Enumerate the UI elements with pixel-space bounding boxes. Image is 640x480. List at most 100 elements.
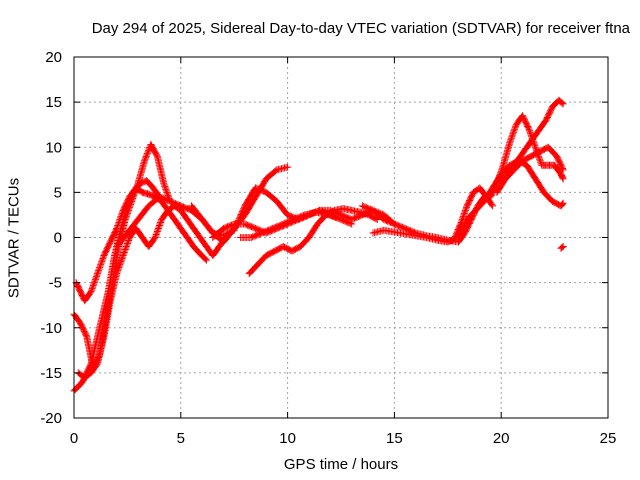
data-point <box>119 235 133 259</box>
data-point <box>113 208 127 232</box>
data-point <box>81 289 94 305</box>
data-point <box>510 158 525 174</box>
data-point <box>94 253 107 278</box>
data-point <box>183 215 197 231</box>
data-point <box>337 215 354 227</box>
tick-layer: 0 5 10 15 20 25 -20 -15 -10 -5 0 5 10 15 20 <box>40 49 616 447</box>
series-arc3 <box>72 184 210 305</box>
data-point <box>166 197 183 209</box>
y-tick-label: -10 <box>40 320 62 337</box>
data-point <box>296 235 312 250</box>
data-point <box>510 154 523 169</box>
x-tick-label: 5 <box>177 430 185 447</box>
data-point <box>373 215 381 223</box>
data-point <box>455 230 468 246</box>
data-point <box>506 122 520 147</box>
data-point <box>241 185 259 210</box>
data-point <box>190 225 203 240</box>
series-arc9 <box>237 208 341 241</box>
data-point <box>119 194 133 214</box>
data-point <box>188 202 205 222</box>
data-point <box>555 96 566 107</box>
data-point <box>196 234 209 249</box>
data-point <box>553 152 566 172</box>
data-point <box>536 118 549 133</box>
data-point <box>455 217 470 241</box>
data-point <box>523 161 539 182</box>
data-point <box>74 379 85 390</box>
data-point <box>245 262 261 278</box>
data-point <box>542 104 556 124</box>
data-point <box>134 203 152 223</box>
data-point <box>273 197 291 218</box>
data-point <box>202 256 210 264</box>
data-point <box>559 175 567 183</box>
data-point <box>91 316 105 350</box>
data-point <box>557 243 566 252</box>
data-point <box>551 161 564 177</box>
data-point <box>461 217 475 237</box>
data-point <box>252 184 269 196</box>
data-point <box>104 253 118 296</box>
y-tick-label: 5 <box>54 184 62 201</box>
data-point <box>190 243 203 257</box>
data-point <box>147 141 161 159</box>
data-point <box>262 167 280 183</box>
data-point <box>177 206 190 222</box>
grid-layer <box>74 57 608 418</box>
data-point <box>123 217 141 237</box>
data-point <box>516 145 530 160</box>
data-point <box>87 271 101 296</box>
data-point <box>98 289 112 323</box>
data-point <box>106 271 120 305</box>
data-point <box>132 225 145 240</box>
data-point <box>333 214 341 222</box>
data-point <box>523 136 536 151</box>
data-point <box>151 217 165 241</box>
data-point <box>247 230 265 241</box>
data-point <box>209 226 226 241</box>
data-point <box>557 200 566 210</box>
data-point <box>390 220 408 232</box>
data-point <box>158 208 171 223</box>
x-tick-label: 0 <box>70 430 78 447</box>
data-point <box>519 112 532 132</box>
data-point <box>557 170 567 182</box>
data-point <box>183 234 197 249</box>
data-point <box>279 216 297 228</box>
y-tick-label: 0 <box>54 230 62 247</box>
data-point <box>288 243 303 255</box>
y-tick-label: 15 <box>45 94 62 111</box>
y-axis-label: SDTVAR / TECUs <box>5 177 23 299</box>
y-tick-label: -5 <box>49 275 62 292</box>
data-point <box>559 243 567 251</box>
data-point <box>284 163 292 171</box>
data-point <box>145 235 158 250</box>
series-arc16 <box>557 243 567 252</box>
data-point <box>198 215 216 236</box>
data-point <box>170 215 184 231</box>
data-point <box>196 250 209 263</box>
x-tick-label: 20 <box>493 430 510 447</box>
data-point <box>489 202 497 210</box>
chart-title: Day 294 of 2025, Sidereal Day-to-day VTE… <box>91 20 630 37</box>
data-point <box>153 152 167 186</box>
data-point <box>254 253 269 269</box>
y-tick-label: -20 <box>40 410 62 427</box>
data-point <box>463 190 477 210</box>
y-tick-label: 10 <box>45 139 62 156</box>
data-layer <box>70 96 567 395</box>
data-point <box>262 248 278 259</box>
data-point <box>143 177 156 191</box>
data-point <box>540 188 555 204</box>
data-point <box>450 221 464 243</box>
data-point <box>106 226 120 246</box>
data-point <box>155 193 173 205</box>
data-point <box>529 127 543 142</box>
data-point <box>113 230 130 250</box>
data-point <box>290 212 307 223</box>
data-point <box>100 239 114 259</box>
data-point <box>544 143 560 159</box>
data-point <box>499 140 513 169</box>
